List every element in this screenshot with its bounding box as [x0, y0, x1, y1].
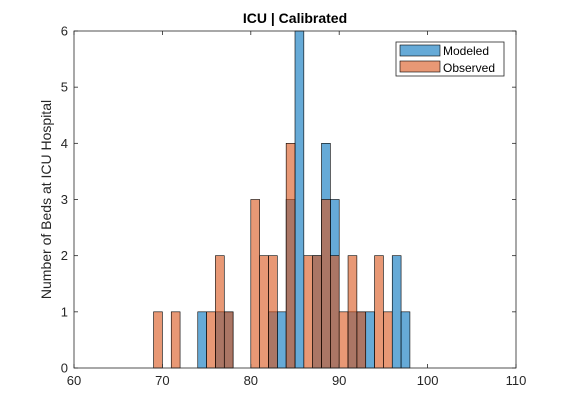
legend-swatch-modeled — [399, 44, 441, 57]
bar-observed-77 — [223, 311, 234, 369]
y-tick-label: 5 — [61, 80, 68, 95]
bar-modeled-83 — [277, 311, 287, 369]
y-tick-label: 2 — [61, 248, 68, 263]
ticks-layer: 60 70 80 90 100 110 0 1 2 3 4 5 6 — [61, 24, 527, 389]
bar-observed-76 — [215, 255, 225, 369]
bar-observed-71 — [170, 311, 181, 369]
x-tick-label: 60 — [67, 373, 81, 388]
x-tick-label: 100 — [417, 373, 439, 388]
bar-modeled-85 — [294, 30, 305, 369]
bar-modeled-96 — [391, 255, 402, 369]
y-tick-label: 6 — [61, 24, 68, 39]
bar-observed-80 — [250, 199, 260, 369]
x-tick-label: 110 — [506, 373, 527, 388]
y-tick-label: 3 — [61, 192, 68, 207]
y-axis-label: Number of Beds at ICU Hospital — [38, 100, 54, 299]
legend: Modeled Observed — [395, 41, 505, 77]
chart-title: ICU | Calibrated — [243, 10, 347, 26]
bar-observed-92 — [356, 311, 367, 369]
bar-observed-91 — [347, 255, 358, 369]
bar-observed-84 — [285, 143, 296, 369]
bar-observed-86 — [303, 255, 313, 369]
bar-modeled-97 — [400, 311, 411, 369]
legend-label-modeled: Modeled — [443, 44, 489, 58]
bar-observed-81 — [259, 255, 269, 369]
bar-observed-90 — [338, 311, 349, 369]
bar-modeled-93 — [365, 311, 375, 369]
bar-observed-69 — [153, 311, 163, 369]
x-tick-label: 80 — [244, 373, 258, 388]
bar-modeled-74 — [197, 311, 207, 369]
bar-observed-82 — [268, 255, 278, 369]
bar-observed-75 — [206, 311, 216, 369]
bar-observed-88 — [321, 199, 331, 369]
bar-observed-87 — [312, 255, 322, 369]
legend-label-observed: Observed — [443, 61, 495, 75]
x-tick-label: 70 — [155, 373, 169, 388]
y-tick-label: 4 — [61, 136, 68, 151]
bar-observed-89 — [330, 255, 340, 369]
legend-swatch-observed — [399, 60, 441, 73]
bar-observed-95 — [383, 311, 393, 369]
y-tick-label: 1 — [61, 304, 68, 319]
y-tick-label: 0 — [61, 361, 68, 376]
x-tick-label: 90 — [332, 373, 346, 388]
bar-observed-94 — [374, 255, 384, 369]
